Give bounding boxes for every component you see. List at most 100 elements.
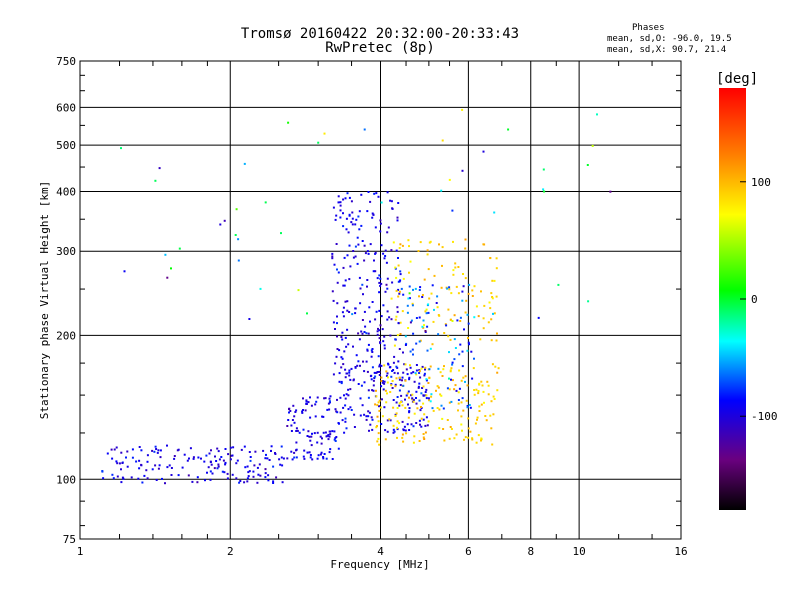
data-point [115, 446, 118, 449]
data-point [383, 380, 386, 383]
data-point [248, 318, 251, 320]
data-point [395, 401, 398, 404]
phase-stats-o: mean, sd,O: -96.0, 19.5 [607, 34, 732, 44]
data-point [386, 381, 389, 384]
data-point [359, 397, 362, 400]
data-point [487, 321, 490, 324]
data-point [221, 470, 224, 473]
data-point [373, 259, 375, 262]
data-point [461, 169, 464, 172]
data-point [404, 379, 407, 382]
data-point [439, 371, 442, 374]
data-point [404, 429, 407, 432]
data-point [295, 441, 298, 444]
data-point [475, 441, 478, 444]
data-point [272, 480, 275, 483]
data-point [369, 243, 372, 246]
data-point [437, 367, 440, 370]
data-point [468, 404, 471, 406]
data-point [480, 437, 483, 440]
data-point [308, 451, 311, 454]
data-point [235, 477, 238, 480]
data-point [415, 390, 418, 393]
data-point [486, 380, 489, 383]
data-point [462, 273, 464, 275]
data-point [116, 462, 119, 465]
data-point [336, 302, 339, 305]
data-point [406, 373, 409, 376]
data-point [391, 387, 394, 389]
data-point [422, 436, 425, 439]
data-point [412, 332, 415, 335]
data-point [354, 245, 357, 248]
data-point [327, 438, 330, 441]
data-point [412, 371, 415, 374]
data-point [374, 318, 377, 321]
data-point [399, 279, 402, 282]
data-point [483, 401, 485, 404]
data-point [125, 456, 127, 459]
data-point [325, 435, 328, 438]
data-point [378, 274, 381, 277]
data-point [338, 349, 341, 352]
data-point [382, 340, 385, 343]
data-point [409, 366, 412, 369]
data-point [397, 295, 400, 298]
data-point [491, 363, 494, 366]
data-point [424, 366, 427, 369]
data-point [345, 427, 348, 430]
data-point [390, 249, 393, 252]
data-point [226, 477, 229, 480]
data-point [349, 378, 352, 381]
data-point [587, 300, 590, 303]
data-point [417, 385, 420, 388]
data-point [427, 303, 430, 306]
data-point [421, 296, 424, 298]
data-point [232, 446, 235, 449]
data-point [480, 290, 482, 293]
data-point [196, 476, 199, 479]
data-point [398, 348, 401, 350]
data-point [377, 401, 380, 404]
data-point [121, 476, 124, 479]
data-point [495, 295, 498, 298]
data-point [364, 325, 367, 328]
data-point [468, 283, 471, 286]
data-point [426, 349, 429, 352]
data-point [411, 397, 414, 400]
data-point [396, 219, 399, 222]
data-point [471, 437, 474, 440]
data-point [379, 277, 382, 280]
data-point [157, 449, 160, 452]
data-point [333, 263, 336, 266]
data-point [461, 429, 463, 432]
data-point [368, 429, 370, 432]
data-point [321, 437, 323, 440]
data-point [444, 323, 447, 326]
data-point [339, 201, 342, 204]
data-point [452, 273, 455, 276]
data-point [314, 415, 317, 418]
data-point [335, 243, 338, 245]
data-point [254, 450, 257, 453]
data-point [425, 394, 428, 397]
data-point [457, 409, 459, 412]
data-point [267, 474, 270, 477]
phase-stats-title: Phases [632, 23, 665, 33]
data-point [396, 310, 399, 313]
data-point [192, 457, 195, 460]
data-point [343, 431, 346, 434]
data-point [464, 380, 466, 383]
data-point [419, 376, 422, 379]
data-point [341, 311, 344, 314]
data-point [355, 354, 358, 357]
data-point [322, 415, 325, 418]
data-point [374, 403, 377, 406]
data-point [398, 378, 401, 381]
data-point [357, 360, 360, 363]
data-point [316, 441, 319, 444]
data-point [386, 419, 389, 422]
data-point [475, 388, 478, 391]
data-point [293, 451, 296, 454]
data-point [360, 330, 363, 333]
